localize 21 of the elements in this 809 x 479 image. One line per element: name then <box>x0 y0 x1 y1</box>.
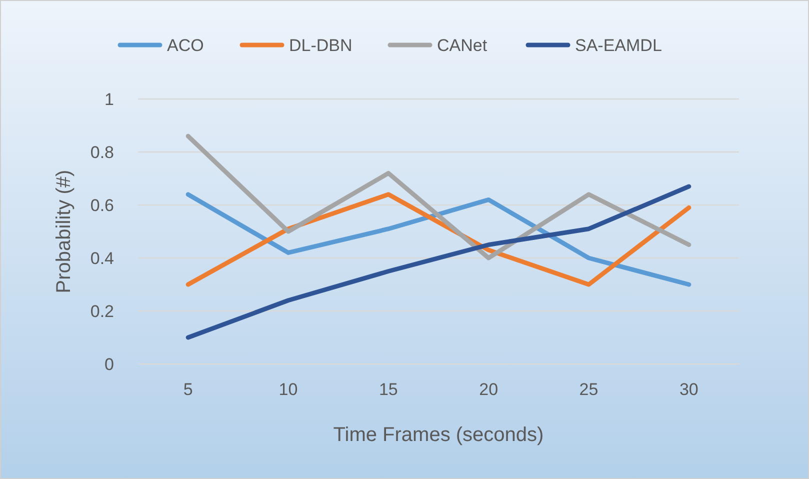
line-series <box>186 134 692 260</box>
x-tick-label: 15 <box>378 380 398 399</box>
x-tick-label: 25 <box>579 380 598 399</box>
y-axis-title: Probability (#) <box>53 170 75 294</box>
legend-label: DL-DBN <box>289 36 352 55</box>
x-tick-label: 20 <box>479 380 498 399</box>
y-tick-label: 0.2 <box>90 302 114 321</box>
line-series <box>186 184 692 340</box>
x-tick-label: 5 <box>183 380 193 399</box>
y-tick-label: 0 <box>104 354 114 374</box>
line-series <box>186 192 692 287</box>
y-tick-label: 0.4 <box>90 248 114 268</box>
x-tick-label: 30 <box>679 380 698 399</box>
legend-label: ACO <box>167 36 204 55</box>
x-tick-label: 10 <box>278 380 298 399</box>
y-tick-label: 0.8 <box>90 142 114 162</box>
legend-label: CANet <box>437 36 488 55</box>
legend-label: SA-EAMDL <box>575 36 662 55</box>
x-axis-title: Time Frames (seconds) <box>333 424 544 446</box>
y-tick-label: 1 <box>104 90 114 109</box>
y-tick-label: 0.6 <box>90 196 114 215</box>
